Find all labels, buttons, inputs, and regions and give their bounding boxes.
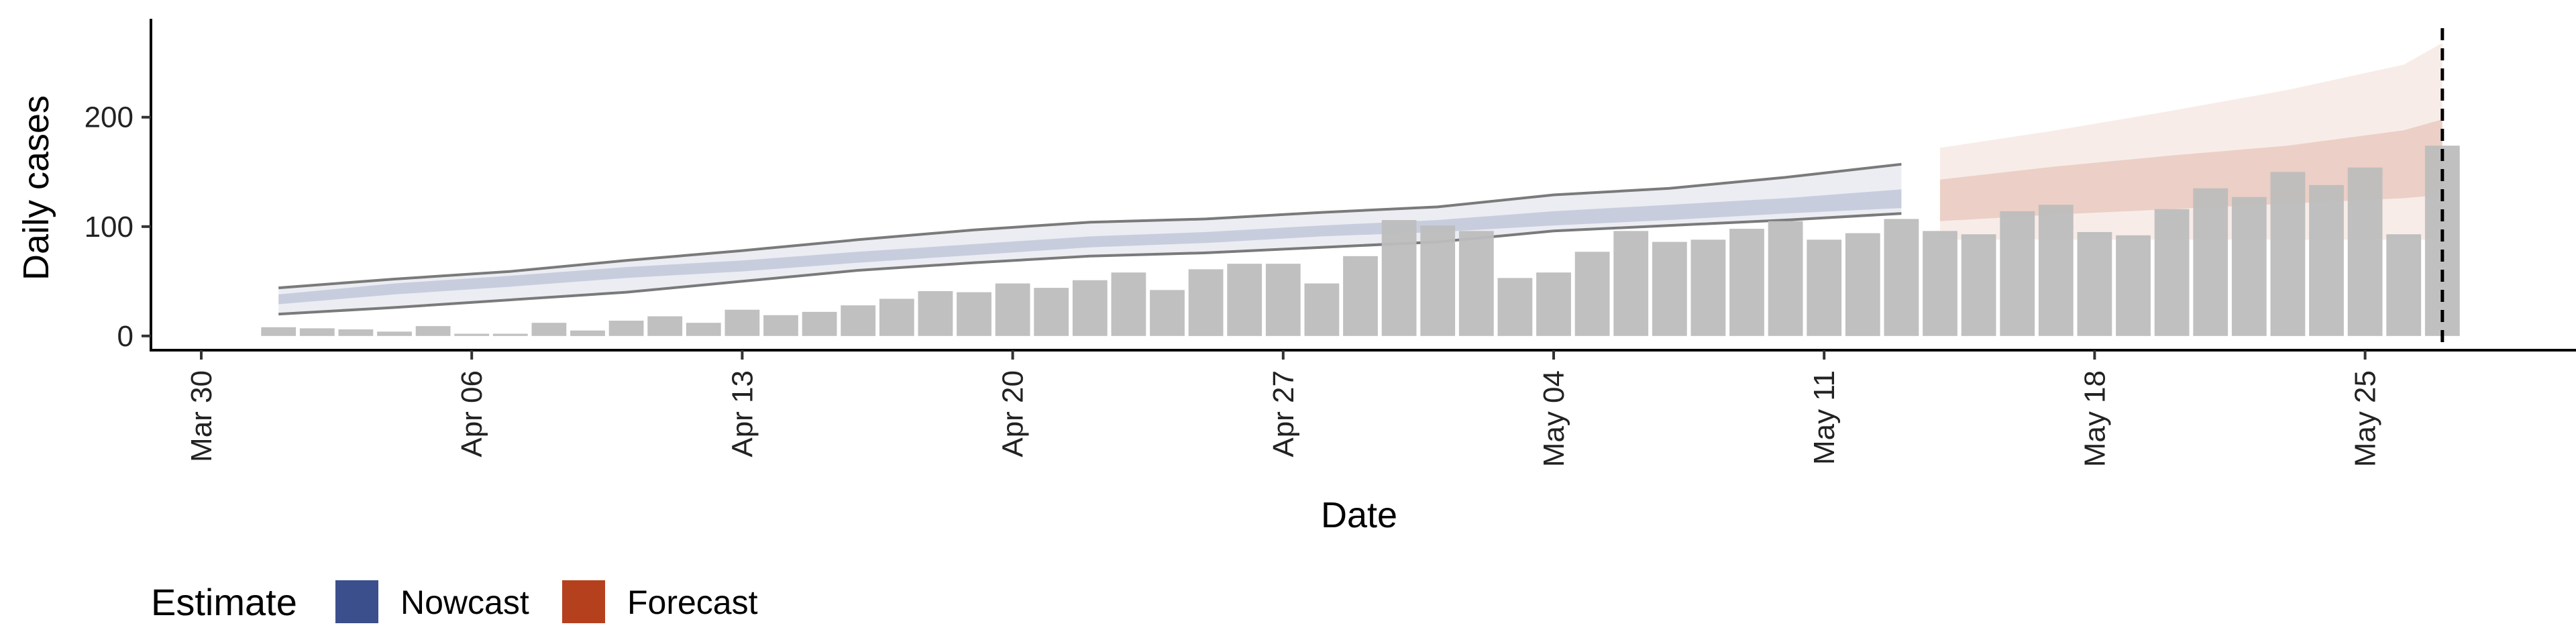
- nowcast-bands: [278, 162, 1902, 316]
- bar: [1343, 256, 1378, 336]
- y-tick-label: 200: [85, 101, 133, 134]
- x-tick-label: Apr 06: [455, 370, 488, 458]
- bar: [415, 326, 451, 336]
- bar: [1574, 252, 1610, 336]
- bar: [2116, 235, 2151, 336]
- bar: [1536, 272, 1571, 336]
- bar: [1458, 231, 1494, 336]
- bar: [454, 333, 490, 336]
- bar: [1034, 288, 1069, 336]
- axes: [150, 19, 2576, 352]
- bar: [1420, 225, 1456, 336]
- bar: [1111, 272, 1146, 336]
- x-tick-label: Apr 27: [1267, 370, 1300, 458]
- bar: [2000, 211, 2035, 336]
- bar: [1188, 269, 1224, 336]
- x-tick-label: May 04: [1538, 370, 1570, 467]
- bar: [724, 309, 760, 336]
- bar: [1072, 280, 1108, 336]
- bar: [377, 331, 412, 336]
- legend-swatch-forecast: [562, 580, 605, 623]
- bar: [531, 323, 567, 336]
- bar: [2386, 234, 2422, 336]
- x-tick-label: May 25: [2349, 370, 2382, 467]
- nowcast-inner-band: [278, 189, 1902, 305]
- legend-label-forecast: Forecast: [627, 584, 758, 621]
- x-axis-title: Date: [1321, 495, 1397, 535]
- bar: [841, 305, 876, 336]
- bar: [1923, 231, 1957, 336]
- bar: [570, 330, 605, 336]
- bars: [261, 146, 2460, 336]
- bar: [2309, 184, 2344, 336]
- bar: [1265, 264, 1301, 336]
- bar: [2347, 167, 2383, 336]
- bar: [686, 323, 721, 336]
- x-tick-label: Apr 20: [997, 370, 1030, 458]
- y-tick-label: 0: [117, 320, 133, 353]
- bar: [1845, 233, 1880, 336]
- bar: [2077, 231, 2112, 336]
- bar: [1497, 278, 1533, 336]
- bar: [647, 316, 683, 336]
- nowcast-upper-line: [278, 162, 1902, 290]
- bar: [1150, 290, 1185, 336]
- bar: [918, 291, 953, 336]
- ticks: 0 100 200 Mar 30 Apr 06 Apr 13 Apr 20 Apr 27 May…: [85, 101, 2382, 468]
- bar: [608, 321, 644, 336]
- bar: [1381, 220, 1417, 336]
- legend-title: Estimate: [151, 581, 297, 623]
- bar: [2270, 172, 2306, 336]
- bar: [1652, 241, 1687, 336]
- bar: [2038, 205, 2074, 336]
- bar: [1304, 283, 1340, 336]
- bar: [299, 328, 335, 336]
- bar: [1768, 221, 1803, 336]
- bar: [261, 327, 297, 336]
- legend-swatch-nowcast: [335, 580, 378, 623]
- y-axis-title: Daily cases: [16, 95, 56, 280]
- legend-label-nowcast: Nowcast: [400, 584, 529, 621]
- bar: [2154, 209, 2190, 336]
- bar: [1884, 219, 1919, 336]
- bar: [1961, 234, 1996, 336]
- bar: [1807, 239, 1842, 336]
- y-tick-label: 100: [85, 211, 133, 244]
- bar: [1690, 239, 1726, 336]
- bar: [763, 315, 798, 336]
- bar: [879, 299, 914, 336]
- bar: [802, 311, 837, 336]
- bar: [957, 292, 991, 336]
- x-tick-label: May 11: [1808, 370, 1841, 465]
- bar: [1227, 264, 1263, 336]
- x-tick-label: Apr 13: [726, 370, 759, 458]
- x-tick-label: Mar 30: [185, 370, 218, 462]
- bar: [995, 283, 1030, 336]
- bar: [492, 333, 528, 336]
- x-tick-label: May 18: [2078, 370, 2111, 467]
- bar: [2231, 197, 2267, 336]
- nowcast-lower-line: [278, 212, 1902, 316]
- bar: [338, 329, 374, 336]
- legend: Estimate Nowcast Forecast: [151, 580, 758, 623]
- bar: [1613, 231, 1649, 336]
- bar: [1729, 229, 1764, 336]
- bar: [2193, 188, 2229, 336]
